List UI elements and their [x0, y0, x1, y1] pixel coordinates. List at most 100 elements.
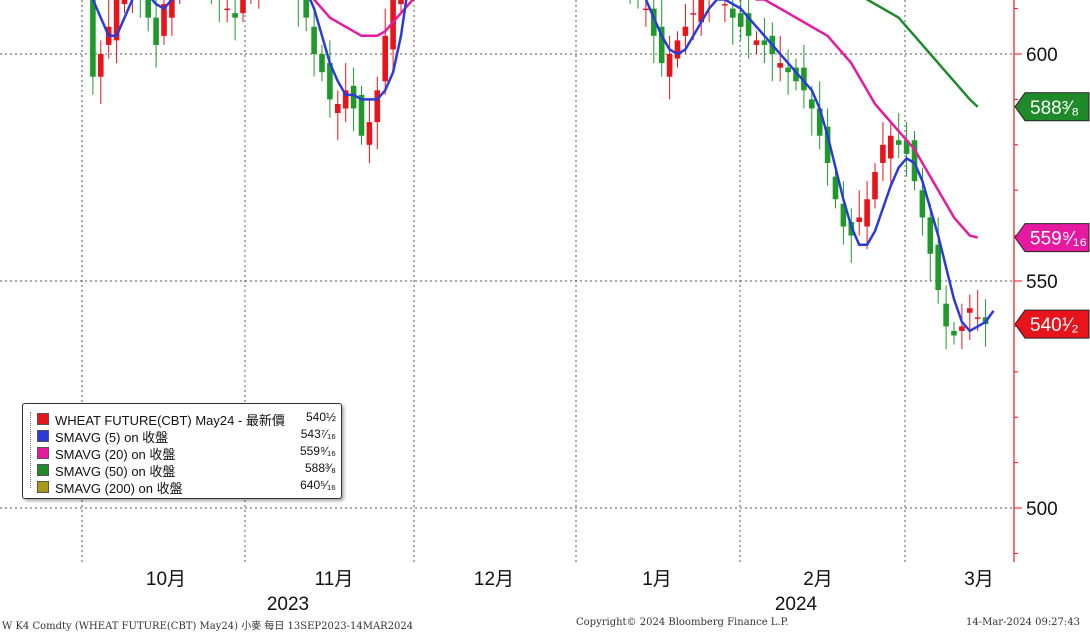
candle-body	[358, 94, 365, 136]
legend-swatch-price	[37, 413, 49, 425]
candle-body	[840, 203, 847, 227]
candle-body	[232, 13, 238, 18]
y-tick-label: 600	[1026, 45, 1058, 66]
value-tag-label: 588³⁄₈	[1030, 98, 1079, 119]
candle-body	[943, 303, 949, 327]
candle-body	[335, 103, 341, 114]
candle-body	[911, 140, 918, 182]
candle-body	[666, 54, 673, 77]
sma50-line	[865, 0, 979, 108]
candle-body	[161, 4, 167, 36]
candle-body	[824, 126, 831, 163]
legend-item-sma50: SMAVG (50) on 收盤 588³⁄₈	[31, 461, 336, 479]
candle-body	[888, 135, 894, 159]
candle-body	[737, 13, 744, 27]
chart-legend: WHEAT FUTURE(CBT) May24 - 最新價 540½ SMAVG…	[22, 403, 342, 499]
candle-body	[374, 90, 381, 123]
candle-body	[153, 17, 159, 45]
candle-body	[651, 8, 657, 36]
legend-swatch-sma200	[37, 481, 49, 493]
candle-body	[169, 0, 175, 18]
candle-body	[903, 140, 910, 154]
sma5-line	[91, 0, 995, 333]
candle-body	[856, 217, 862, 222]
candle-body	[319, 54, 325, 73]
candle-body	[927, 217, 934, 254]
candle-body	[327, 63, 333, 100]
legend-value: 559⁹⁄₁₆	[299, 444, 336, 458]
candle-body	[816, 108, 823, 136]
candle-body	[121, 0, 128, 5]
candle-body	[880, 144, 886, 163]
candle-body	[303, 0, 309, 18]
candle-body	[398, 0, 404, 5]
value-tag-shape	[1014, 309, 1090, 339]
candle-body	[935, 244, 941, 291]
x-tick-label: 10月	[146, 569, 186, 590]
candle-body	[919, 190, 926, 218]
candle-body	[722, 4, 728, 6]
value-tag-shape	[1014, 92, 1090, 122]
candle-body	[785, 67, 791, 73]
candle-body	[809, 99, 815, 109]
x-tick-label: 11月	[315, 569, 354, 590]
value-tag-sma50: 588³⁄₈	[1014, 92, 1090, 122]
candle-body	[674, 40, 681, 59]
legend-label: SMAVG (5) on 收盤	[55, 430, 169, 445]
footer-ticker-info: W K4 Comdty (WHEAT FUTURE(CBT) May24) 小麥…	[2, 621, 414, 632]
legend-item-sma200: SMAVG (200) on 收盤 640⁵⁄₁₆	[31, 478, 336, 496]
candle-body	[793, 67, 799, 82]
footer-copyright: Copyright© 2024 Bloomberg Finance L.P.	[576, 617, 789, 628]
candle-body	[872, 172, 878, 200]
legend-value: 588³⁄₈	[305, 461, 336, 475]
candle-body	[342, 90, 349, 109]
y-tick-label: 500	[1026, 499, 1058, 520]
value-tag-label: 559⁹⁄₁₆	[1030, 229, 1087, 250]
candle-body	[113, 0, 120, 41]
value-tag-shape	[1014, 223, 1090, 253]
y-tick-label: 550	[1026, 272, 1058, 293]
candle-body	[730, 8, 736, 18]
moving-average-lines	[91, 0, 995, 333]
candle-body	[753, 40, 760, 45]
candle-body	[690, 13, 697, 15]
candle-body	[145, 0, 151, 18]
candle-body	[761, 40, 768, 45]
value-tag-last: 540¹⁄₂	[1014, 309, 1090, 339]
candle-body	[643, 8, 649, 11]
candle-body	[974, 317, 981, 319]
year-label: 2024	[775, 594, 818, 615]
x-axis: 10月 11月 12月 1月 2月 3月 2023 2024	[146, 569, 994, 615]
candle-body	[959, 326, 965, 331]
candle-body	[951, 330, 957, 336]
x-tick-label: 1月	[642, 569, 672, 590]
year-label: 2023	[267, 594, 309, 615]
candle-body	[366, 122, 373, 145]
legend-value: 640⁵⁄₁₆	[300, 478, 336, 492]
candle-body	[801, 67, 807, 91]
value-tag-label: 540¹⁄₂	[1030, 315, 1079, 336]
candle-body	[224, 8, 230, 11]
sma20-line	[312, 0, 979, 239]
candlestick-series	[90, 0, 989, 350]
candle-body	[698, 0, 704, 23]
footer-timestamp: 14-Mar-2024 09:27:43	[966, 617, 1081, 628]
legend-swatch-sma5	[37, 430, 49, 442]
legend-label: SMAVG (200) on 收盤	[55, 481, 183, 496]
x-tick-label: 12月	[474, 569, 514, 590]
candle-body	[311, 26, 317, 54]
candle-body	[745, 13, 752, 36]
candle-body	[98, 54, 104, 77]
candle-body	[967, 308, 973, 313]
legend-tree-line	[30, 412, 37, 488]
candle-body	[382, 35, 388, 82]
candle-body	[658, 26, 665, 64]
candle-body	[895, 140, 902, 145]
y-axis: 500550600650700	[1013, 0, 1058, 562]
legend-item-price: WHEAT FUTURE(CBT) May24 - 最新價 540½	[31, 410, 336, 428]
candle-body	[864, 199, 870, 227]
legend-label: SMAVG (50) on 收盤	[55, 464, 176, 479]
x-tick-label: 2月	[803, 569, 833, 590]
legend-value: 540½	[305, 410, 336, 424]
